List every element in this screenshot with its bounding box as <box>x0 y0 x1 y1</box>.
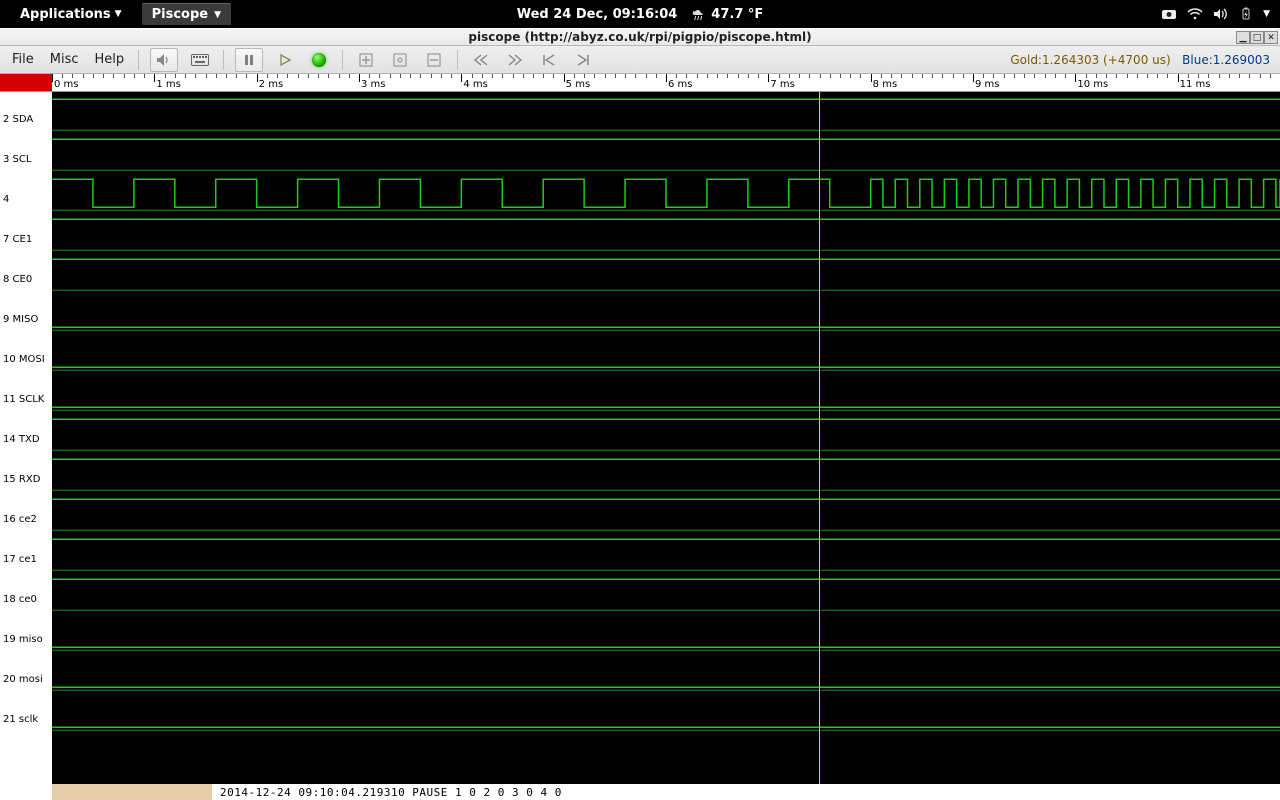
cursor-blue: Blue:1.269003 <box>1182 53 1270 67</box>
channel-label: 7 CE1 <box>3 234 32 245</box>
ruler-tick-label: 8 ms <box>873 79 898 90</box>
ruler-tick-label: 10 ms <box>1077 79 1108 90</box>
play-button[interactable] <box>273 48 297 72</box>
camera-icon[interactable] <box>1161 8 1177 20</box>
record-button[interactable] <box>307 48 331 72</box>
wifi-icon[interactable] <box>1187 8 1203 20</box>
ruler-tick-label: 11 ms <box>1180 79 1211 90</box>
menu-file[interactable]: File <box>4 49 42 70</box>
close-button[interactable]: ✕ <box>1264 31 1278 44</box>
zoom-in-button[interactable] <box>354 48 378 72</box>
channel-label: 11 SCLK <box>3 394 44 405</box>
applications-menu[interactable]: Applications ▼ <box>10 4 132 25</box>
keyboard-button[interactable] <box>188 48 212 72</box>
volume-icon[interactable] <box>1213 8 1229 20</box>
ruler-tick-label: 9 ms <box>975 79 1000 90</box>
channel-label: 9 MISO <box>3 314 38 325</box>
channel-label: 15 RXD <box>3 474 40 485</box>
channel-label: 14 TXD <box>3 434 40 445</box>
channel-label: 10 MOSI <box>3 354 45 365</box>
window-titlebar[interactable]: piscope (http://abyz.co.uk/rpi/pigpio/pi… <box>0 28 1280 46</box>
skip-end-button[interactable] <box>571 48 595 72</box>
statusbar-left-gutter <box>0 784 52 800</box>
chevron-down-icon: ▼ <box>214 10 221 20</box>
time-ruler[interactable]: 0 ms 1 ms 2 ms 3 ms 4 ms 5 ms 6 ms 7 ms 8 ms 9 ms… <box>0 74 1280 92</box>
channel-label: 3 SCL <box>3 154 31 165</box>
speaker-button[interactable] <box>150 48 178 72</box>
taskbar-item-label: Piscope <box>152 7 208 22</box>
weather-indicator[interactable]: 47.7 °F <box>691 7 763 22</box>
ruler-tick-label: 3 ms <box>361 79 386 90</box>
channel-label: 19 miso <box>3 634 43 645</box>
cursor-readout: Gold:1.264303 (+4700 us) Blue:1.269003 <box>1010 53 1276 67</box>
ruler-tick-label: 7 ms <box>770 79 795 90</box>
channel-label: 8 CE0 <box>3 274 32 285</box>
status-bar: 2014-12-24 09:10:04.219310 PAUSE 1 0 2 0… <box>0 784 1280 800</box>
statusbar-text: 2014-12-24 09:10:04.219310 PAUSE 1 0 2 0… <box>212 784 1280 800</box>
menubar-toolbar: File Misc Help Gold:1.264303 (+4700 us) <box>0 46 1280 74</box>
channel-label: 4 <box>3 194 9 205</box>
window-title: piscope (http://abyz.co.uk/rpi/pigpio/pi… <box>468 30 811 44</box>
channel-label: 16 ce2 <box>3 514 37 525</box>
minimize-button[interactable]: ▁ <box>1236 31 1250 44</box>
ruler-tick-label: 2 ms <box>259 79 284 90</box>
ruler-redzone <box>0 74 52 91</box>
rain-icon <box>691 7 705 21</box>
ruler-tick-label: 5 ms <box>566 79 591 90</box>
waveform-area[interactable] <box>52 92 1280 784</box>
separator <box>457 50 458 70</box>
zoom-fit-button[interactable] <box>388 48 412 72</box>
temperature-label: 47.7 °F <box>711 7 763 22</box>
separator <box>342 50 343 70</box>
chevron-down-icon[interactable]: ▼ <box>1263 9 1270 19</box>
battery-icon[interactable] <box>1239 7 1253 21</box>
signal-area[interactable]: 2 SDA 3 SCL 4 7 CE1 8 CE0 9 MISO 10 MOSI 11 SCL… <box>0 92 1280 784</box>
system-panel: Applications ▼ Piscope ▼ Wed 24 Dec, 09:… <box>0 0 1280 28</box>
ruler-tick-label: 1 ms <box>156 79 181 90</box>
seek-back-button[interactable] <box>469 48 493 72</box>
channel-label-column: 2 SDA 3 SCL 4 7 CE1 8 CE0 9 MISO 10 MOSI 11 SCL… <box>0 92 52 784</box>
skip-start-button[interactable] <box>537 48 561 72</box>
taskbar-item-piscope[interactable]: Piscope ▼ <box>142 3 231 25</box>
ruler-tick-label: 4 ms <box>463 79 488 90</box>
separator <box>138 50 139 70</box>
channel-label: 18 ce0 <box>3 594 37 605</box>
applications-label: Applications <box>20 7 111 22</box>
channel-label: 17 ce1 <box>3 554 37 565</box>
chevron-down-icon: ▼ <box>115 9 122 19</box>
led-green-icon <box>312 53 326 67</box>
statusbar-progress[interactable] <box>52 784 212 800</box>
maximize-button[interactable]: □ <box>1250 31 1264 44</box>
cursor-gold: Gold:1.264303 (+4700 us) <box>1010 53 1170 67</box>
ruler-tick-label: 6 ms <box>668 79 693 90</box>
seek-forward-button[interactable] <box>503 48 527 72</box>
channel-label: 20 mosi <box>3 674 43 685</box>
menu-help[interactable]: Help <box>87 49 133 70</box>
clock[interactable]: Wed 24 Dec, 09:16:04 <box>517 7 678 22</box>
ruler-tick-label: 0 ms <box>54 79 79 90</box>
channel-label: 21 sclk <box>3 714 38 725</box>
zoom-out-button[interactable] <box>422 48 446 72</box>
separator <box>223 50 224 70</box>
menu-misc[interactable]: Misc <box>42 49 87 70</box>
pause-button[interactable] <box>235 48 263 72</box>
channel-label: 2 SDA <box>3 114 33 125</box>
